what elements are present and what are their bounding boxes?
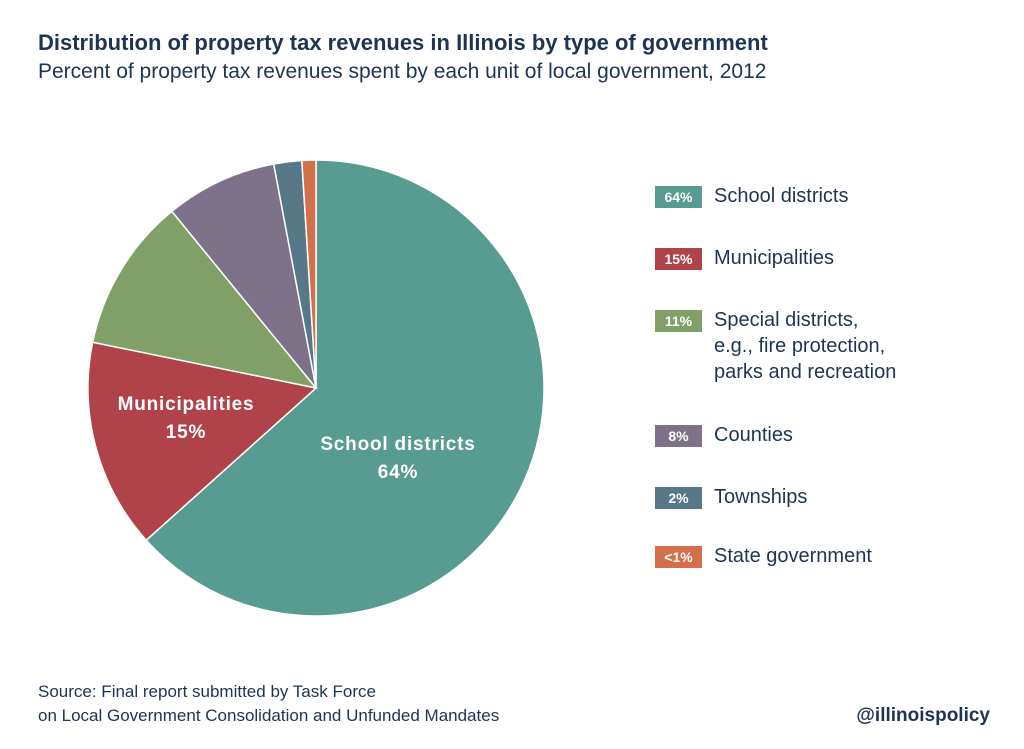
legend-item: 15% Municipalities <box>655 247 835 271</box>
legend-label: State government <box>714 545 872 567</box>
legend-swatch: 11% <box>655 310 702 332</box>
pie-slice-counties <box>170 163 317 389</box>
slice-name-label: School districts <box>320 434 475 455</box>
legend-swatch: 15% <box>655 248 702 270</box>
legend-item: 11% Special districts, e.g., fire protect… <box>655 309 897 385</box>
legend-item: 64% School districts <box>655 185 849 209</box>
pie-slice-municipalities <box>87 341 318 542</box>
legend-label: Counties <box>714 424 793 446</box>
slice-value-label: 15% <box>166 422 206 443</box>
source-note: Source: Final report submitted by Task F… <box>38 682 500 725</box>
legend-item: <1% State government <box>655 545 872 569</box>
legend-label: Townships <box>714 486 808 508</box>
legend-label: School districts <box>714 185 849 207</box>
legend-swatch: 8% <box>655 425 702 447</box>
slice-name-label: Municipalities <box>118 394 255 415</box>
pie-slice-state-government <box>301 159 317 389</box>
legend-item: 2% Townships <box>655 486 808 510</box>
social-handle: @illinoispolicy <box>856 705 990 726</box>
pie-slice-special-districts <box>91 210 318 390</box>
chart-subtitle: Percent of property tax revenues spent b… <box>38 60 767 83</box>
legend-label: Municipalities <box>714 247 835 269</box>
legend-item: 8% Counties <box>655 424 793 448</box>
legend-swatch: <1% <box>655 546 702 568</box>
legend-label: Special districts, e.g., fire protection… <box>714 309 897 383</box>
slice-value-label: 64% <box>378 462 418 483</box>
chart-title: Distribution of property tax revenues in… <box>38 30 768 55</box>
pie-slice-school-districts <box>145 159 545 617</box>
legend-swatch: 2% <box>655 487 702 509</box>
legend-swatch: 64% <box>655 186 702 208</box>
